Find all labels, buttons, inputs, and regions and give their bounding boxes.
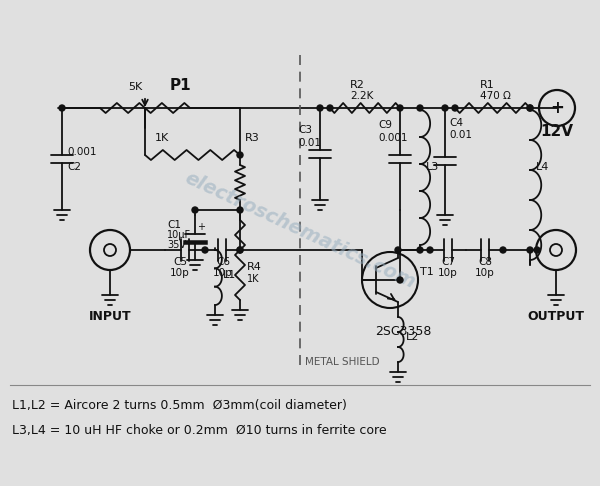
Circle shape: [417, 247, 423, 253]
Circle shape: [237, 247, 243, 253]
Circle shape: [427, 247, 433, 253]
Text: C6: C6: [216, 257, 230, 267]
Text: L3: L3: [426, 162, 439, 172]
Text: T1: T1: [420, 267, 434, 277]
Circle shape: [397, 277, 403, 283]
Text: L4: L4: [536, 162, 550, 172]
Text: 1K: 1K: [247, 274, 260, 284]
Text: L1: L1: [223, 270, 236, 279]
Text: INPUT: INPUT: [89, 310, 131, 323]
Text: 2SC3358: 2SC3358: [375, 325, 431, 338]
Circle shape: [237, 152, 243, 158]
Circle shape: [192, 207, 198, 213]
Text: 12V: 12V: [541, 124, 574, 139]
Text: 10p: 10p: [438, 268, 458, 278]
Circle shape: [527, 105, 533, 111]
Circle shape: [397, 105, 403, 111]
Text: C4: C4: [449, 118, 463, 128]
Text: R3: R3: [245, 133, 260, 143]
Text: L2: L2: [406, 331, 419, 342]
Text: 10p: 10p: [213, 268, 233, 278]
Text: +: +: [197, 222, 205, 231]
Text: 5K: 5K: [128, 82, 142, 92]
Circle shape: [500, 247, 506, 253]
Circle shape: [534, 247, 540, 253]
Text: L3,L4 = 10 uH HF choke or 0.2mm  Ø10 turns in ferrite core: L3,L4 = 10 uH HF choke or 0.2mm Ø10 turn…: [12, 423, 386, 436]
Text: 10p: 10p: [170, 268, 190, 278]
Circle shape: [527, 105, 533, 111]
Text: C8: C8: [478, 257, 492, 267]
Text: 10p: 10p: [475, 268, 495, 278]
Text: L1,L2 = Aircore 2 turns 0.5mm  Ø3mm(coil diameter): L1,L2 = Aircore 2 turns 0.5mm Ø3mm(coil …: [12, 399, 347, 412]
Text: 10μF: 10μF: [167, 230, 191, 240]
Circle shape: [417, 105, 423, 111]
Text: C7: C7: [441, 257, 455, 267]
Text: C1: C1: [167, 220, 181, 230]
Text: 2.2K: 2.2K: [350, 91, 373, 101]
Circle shape: [442, 105, 448, 111]
Circle shape: [237, 247, 243, 253]
Circle shape: [327, 105, 333, 111]
Circle shape: [317, 105, 323, 111]
Text: C9: C9: [378, 120, 392, 130]
Text: R2: R2: [350, 80, 365, 90]
Circle shape: [59, 105, 65, 111]
Circle shape: [237, 207, 243, 213]
Circle shape: [395, 247, 401, 253]
Text: OUTPUT: OUTPUT: [527, 310, 584, 323]
Text: C5: C5: [173, 257, 187, 267]
Text: 0.01: 0.01: [298, 138, 321, 148]
Text: P1: P1: [170, 78, 191, 93]
Text: +: +: [550, 99, 564, 117]
Text: METAL SHIELD: METAL SHIELD: [305, 357, 380, 367]
Text: R1: R1: [480, 80, 495, 90]
Text: C2: C2: [67, 162, 81, 172]
Text: C3: C3: [298, 125, 312, 135]
Circle shape: [452, 105, 458, 111]
Text: 0.001: 0.001: [67, 147, 97, 157]
Text: electroschematics.com: electroschematics.com: [182, 168, 418, 292]
Text: 0.01: 0.01: [449, 130, 472, 140]
Text: 0.001: 0.001: [378, 133, 407, 143]
Text: R4: R4: [247, 262, 262, 272]
Circle shape: [527, 247, 533, 253]
Text: 470 Ω: 470 Ω: [480, 91, 511, 101]
Text: 35V: 35V: [167, 240, 186, 250]
Circle shape: [202, 247, 208, 253]
Text: 1K: 1K: [155, 133, 169, 143]
